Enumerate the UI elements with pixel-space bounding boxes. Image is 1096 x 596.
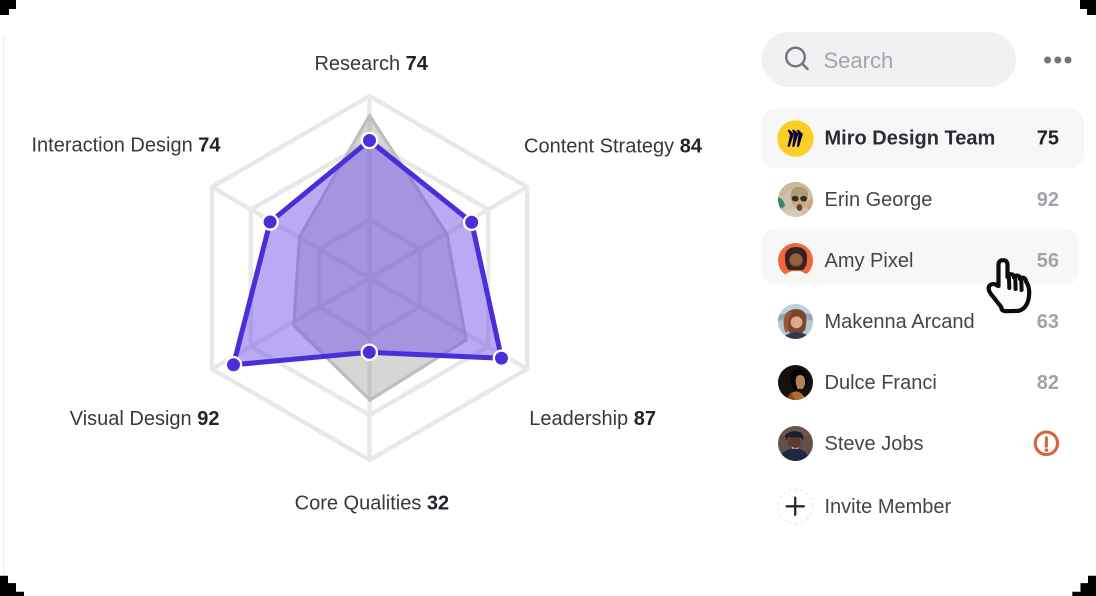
svg-text:Search: Search bbox=[824, 48, 894, 73]
svg-text:Dulce Franci: Dulce Franci bbox=[825, 372, 937, 394]
svg-text:Invite Member: Invite Member bbox=[825, 496, 952, 518]
svg-text:Leadership 87: Leadership 87 bbox=[529, 408, 656, 430]
svg-text:Amy Pixel: Amy Pixel bbox=[825, 250, 914, 272]
svg-text:Core Qualities 32: Core Qualities 32 bbox=[295, 492, 450, 514]
svg-text:Erin George: Erin George bbox=[825, 189, 933, 211]
svg-text:Research 74: Research 74 bbox=[314, 53, 428, 75]
svg-text:82: 82 bbox=[1037, 372, 1059, 394]
svg-text:Miro Design Team: Miro Design Team bbox=[825, 128, 996, 150]
svg-text:Interaction Design 74: Interaction Design 74 bbox=[31, 135, 221, 157]
svg-text:75: 75 bbox=[1037, 128, 1059, 150]
svg-text:92: 92 bbox=[1037, 189, 1059, 211]
svg-text:63: 63 bbox=[1037, 311, 1059, 333]
svg-text:Makenna Arcand: Makenna Arcand bbox=[825, 311, 975, 333]
svg-text:Steve Jobs: Steve Jobs bbox=[825, 433, 924, 455]
svg-text:Content Strategy 84: Content Strategy 84 bbox=[524, 135, 703, 157]
svg-text:56: 56 bbox=[1037, 250, 1059, 272]
svg-text:Visual Design 92: Visual Design 92 bbox=[70, 408, 220, 430]
